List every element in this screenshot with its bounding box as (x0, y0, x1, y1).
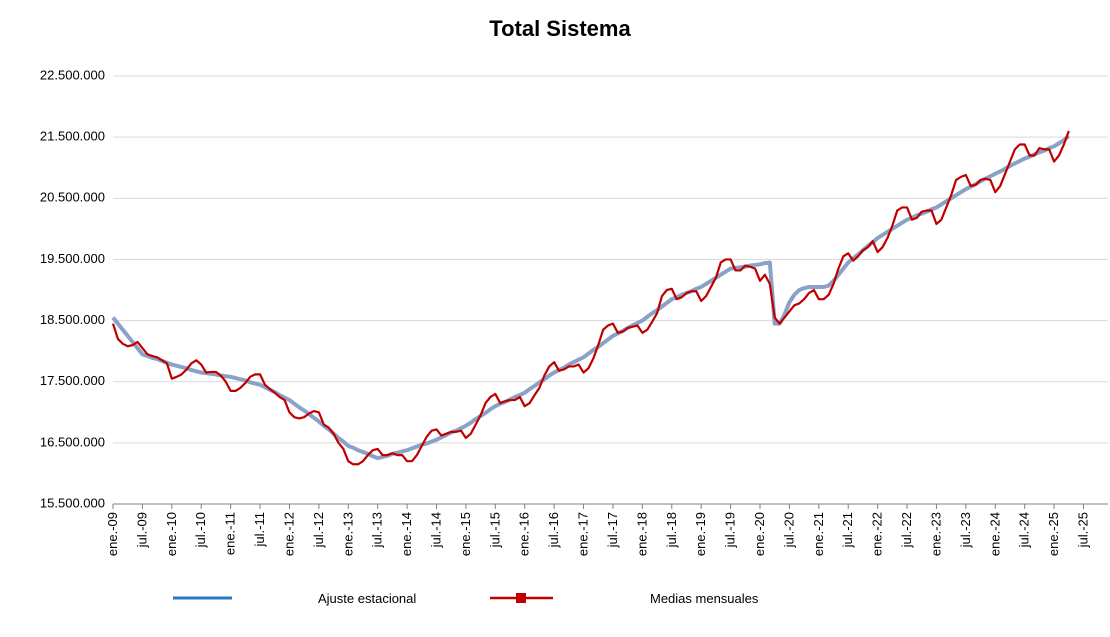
y-tick-label: 16.500.000 (40, 434, 105, 449)
legend-label: Medias mensuales (650, 591, 759, 606)
x-tick-label: ene.-21 (811, 512, 826, 556)
x-tick-label: jul.-22 (899, 512, 914, 548)
y-tick-label: 15.500.000 (40, 495, 105, 510)
x-tick-label: ene.-24 (987, 512, 1002, 556)
x-tick-label: jul.-09 (134, 512, 149, 548)
x-tick-label: jul.-10 (193, 512, 208, 548)
y-tick-label: 17.500.000 (40, 373, 105, 388)
legend-marker (516, 593, 526, 603)
y-tick-label: 19.500.000 (40, 251, 105, 266)
x-tick-label: ene.-25 (1046, 512, 1061, 556)
chart-title: Total Sistema (489, 16, 631, 41)
x-tick-label: jul.-20 (781, 512, 796, 548)
series-line (111, 134, 1071, 461)
x-tick-label: jul.-25 (1075, 512, 1090, 548)
x-tick-label: jul.-12 (311, 512, 326, 548)
x-tick-label: ene.-09 (105, 512, 120, 556)
series-line (111, 130, 1070, 466)
x-tick-label: ene.-16 (517, 512, 532, 556)
x-tick-label: jul.-21 (840, 512, 855, 548)
x-tick-label: ene.-23 (928, 512, 943, 556)
x-tick-label: jul.-13 (370, 512, 385, 548)
x-tick-label: ene.-10 (164, 512, 179, 556)
x-tick-label: jul.-11 (252, 512, 267, 547)
x-tick-label: ene.-20 (752, 512, 767, 556)
y-tick-label: 22.500.000 (40, 67, 105, 82)
y-tick-label: 21.500.000 (40, 129, 105, 144)
y-tick-label: 20.500.000 (40, 190, 105, 205)
x-tick-label: jul.-16 (546, 512, 561, 548)
x-tick-label: ene.-18 (634, 512, 649, 556)
x-tick-label: ene.-14 (399, 512, 414, 556)
x-tick-label: jul.-24 (1017, 512, 1032, 548)
x-tick-label: jul.-15 (487, 512, 502, 548)
x-tick-label: ene.-12 (281, 512, 296, 556)
x-tick-label: jul.-17 (605, 512, 620, 548)
y-tick-label: 18.500.000 (40, 312, 105, 327)
x-tick-label: ene.-15 (458, 512, 473, 556)
x-tick-label: ene.-22 (870, 512, 885, 556)
x-tick-label: ene.-19 (693, 512, 708, 556)
x-tick-label: jul.-18 (664, 512, 679, 548)
x-tick-label: ene.-13 (340, 512, 355, 556)
x-tick-label: ene.-17 (576, 512, 591, 556)
x-tick-label: ene.-11 (223, 512, 238, 555)
x-tick-label: jul.-14 (428, 512, 443, 548)
legend-label: Ajuste estacional (318, 591, 416, 606)
x-tick-label: jul.-23 (958, 512, 973, 548)
x-tick-label: jul.-19 (723, 512, 738, 548)
